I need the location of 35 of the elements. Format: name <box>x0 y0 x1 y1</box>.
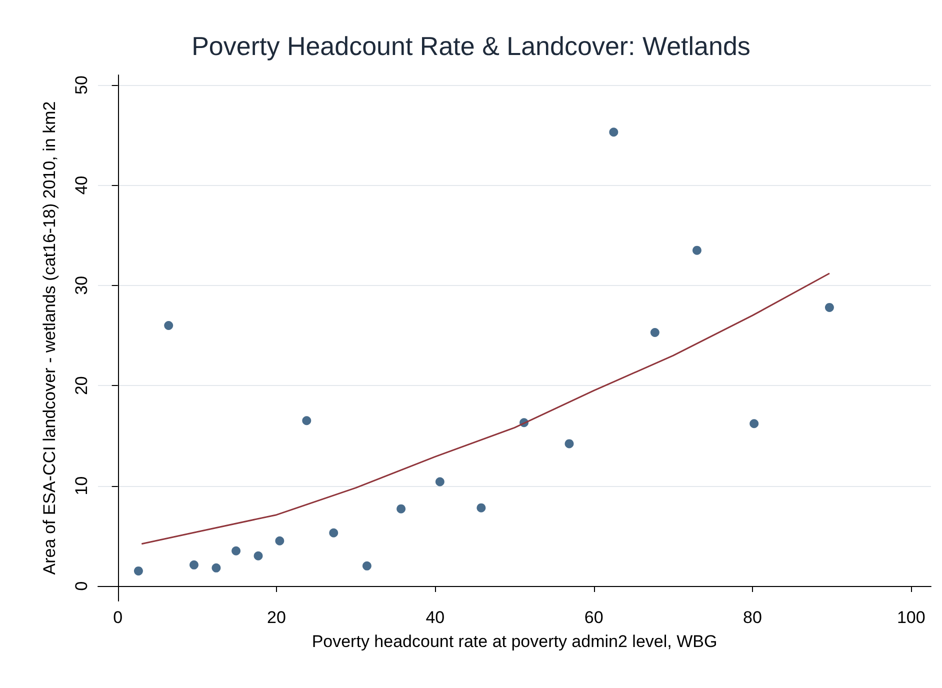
point <box>134 566 143 576</box>
point <box>824 302 834 312</box>
point <box>329 528 338 538</box>
point <box>564 439 574 448</box>
point <box>275 536 284 546</box>
y-axis-title: Area of ESA-CCI landcover - wetlands (cat16-18) 2010, in km2 <box>40 101 59 575</box>
line-series <box>140 272 830 545</box>
y-tick-label: 30 <box>72 276 91 295</box>
point <box>692 246 702 255</box>
point <box>476 503 486 512</box>
x-tick-label: 20 <box>267 608 286 627</box>
point <box>609 128 618 137</box>
y-tick-label: 50 <box>72 76 91 94</box>
point <box>254 551 263 560</box>
point <box>362 561 372 570</box>
point <box>212 563 221 572</box>
point <box>750 419 759 428</box>
y-tick-label: 0 <box>72 581 91 591</box>
point <box>435 477 444 486</box>
x-tick-label: 40 <box>426 608 445 627</box>
chart-title: Poverty Headcount Rate & Landcover: Wetlands <box>192 31 750 61</box>
point <box>396 504 406 514</box>
point <box>302 416 312 426</box>
x-tick-label: 80 <box>743 608 762 627</box>
y-tick-label: 10 <box>72 476 91 496</box>
point <box>190 560 198 570</box>
x-axis-title: Poverty headcount rate at poverty admin2 level, WBG <box>312 632 718 651</box>
x-tick-label: 100 <box>896 608 926 627</box>
point <box>232 546 241 556</box>
point <box>650 328 660 337</box>
point <box>164 320 174 330</box>
x-tick-label: 60 <box>584 608 604 627</box>
y-tick-label: 40 <box>72 176 91 195</box>
y-tick-label: 20 <box>72 376 91 396</box>
x-tick-label: 0 <box>113 608 123 627</box>
